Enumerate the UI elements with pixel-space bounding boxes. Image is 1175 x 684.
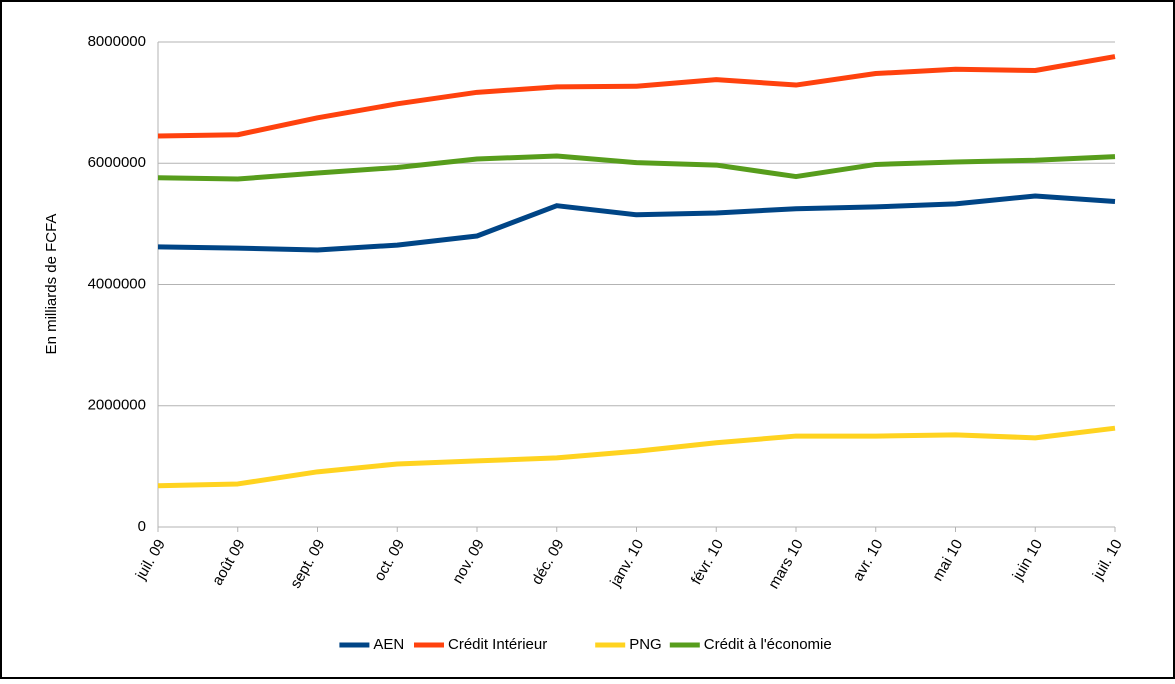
y-tick-label: 4000000 xyxy=(88,275,146,292)
y-tick-label: 6000000 xyxy=(88,154,146,171)
y-tick-label: 2000000 xyxy=(88,397,146,414)
series-line xyxy=(157,193,1116,253)
y-tick-label: 0 xyxy=(138,518,146,535)
y-axis-label: En milliards de FCFA xyxy=(43,214,60,355)
legend-label: PNG xyxy=(629,636,662,653)
legend-label: Crédit Intérieur xyxy=(448,636,547,653)
y-tick-label: 8000000 xyxy=(88,33,146,50)
legend-label: AEN xyxy=(373,636,404,653)
series-line xyxy=(157,425,1116,489)
series-line xyxy=(157,153,1116,182)
series-line xyxy=(157,54,1116,139)
legend-label: Crédit à l'économie xyxy=(704,636,832,653)
